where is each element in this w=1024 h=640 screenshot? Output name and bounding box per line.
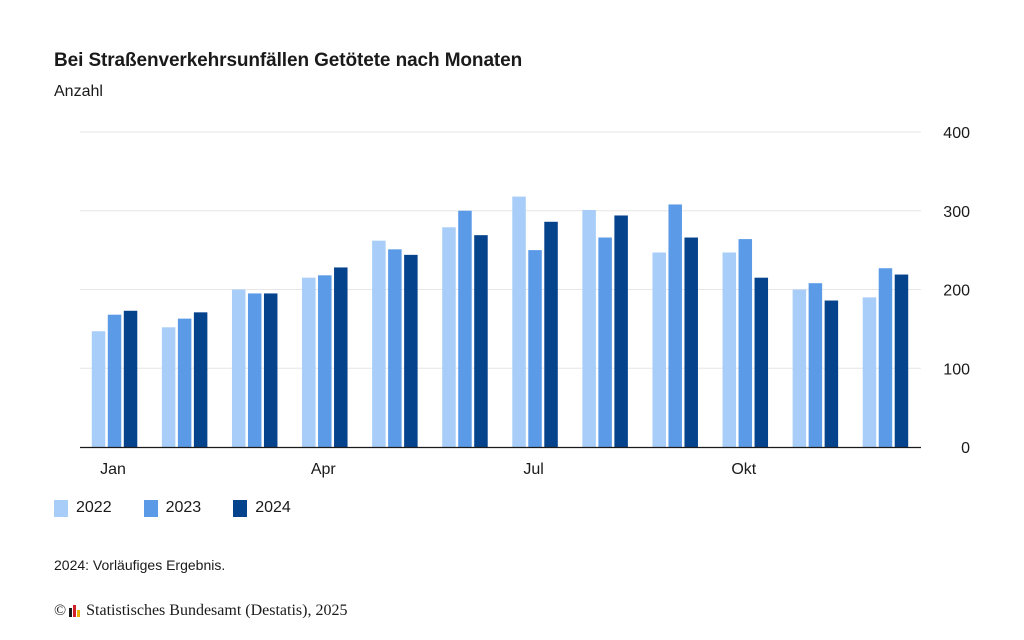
bar-2023-Okt[interactable]: [738, 239, 753, 447]
bar-2023-Apr[interactable]: [318, 275, 332, 447]
bar-2024-Apr[interactable]: [334, 267, 348, 447]
legend-swatch-2022: [54, 499, 68, 517]
bar-2023-Jan[interactable]: [107, 314, 122, 447]
legend-label-2023: 2023: [165, 499, 202, 516]
copyright-symbol: ©: [54, 602, 67, 619]
y-tick-label: 400: [943, 125, 970, 142]
bar-2022-Okt[interactable]: [722, 252, 737, 447]
bar-2022-Nov[interactable]: [792, 289, 807, 448]
chart-subtitle: Anzahl: [54, 83, 103, 100]
y-tick-label: 0: [961, 440, 970, 457]
bar-2024-Jan[interactable]: [123, 310, 138, 447]
bar-2022-Jun[interactable]: [442, 227, 456, 447]
bar-2023-Feb[interactable]: [177, 318, 192, 447]
legend-item-2023[interactable]: 2023: [143, 499, 202, 517]
bar-2024-Aug[interactable]: [614, 215, 628, 447]
bar-2023-Mai[interactable]: [388, 249, 402, 447]
destatis-logo-icon: [69, 605, 81, 617]
x-tick-label: Jan: [100, 461, 126, 478]
bar-2022-Mär[interactable]: [231, 289, 246, 448]
bar-2022-Feb[interactable]: [161, 327, 176, 447]
bar-2024-Mai[interactable]: [404, 254, 418, 447]
legend-swatch-2023: [143, 499, 158, 517]
copyright: © Statistisches Bundesamt (Destatis), 20…: [54, 602, 347, 620]
bar-2024-Feb[interactable]: [193, 312, 208, 447]
bar-2024-Sep[interactable]: [684, 237, 698, 447]
y-tick-label: 100: [943, 361, 970, 378]
bar-2024-Nov[interactable]: [824, 300, 839, 447]
legend-label-2024: 2024: [255, 499, 291, 516]
copyright-text: Statistisches Bundesamt (Destatis), 2025: [86, 602, 348, 619]
legend-swatch-2024: [233, 499, 248, 517]
legend-item-2024[interactable]: 2024: [233, 499, 291, 517]
bar-2023-Sep[interactable]: [668, 204, 682, 447]
bar-2023-Jul[interactable]: [528, 250, 542, 447]
bar-2022-Apr[interactable]: [302, 277, 316, 447]
bar-2022-Jul[interactable]: [512, 196, 526, 447]
bar-2022-Mai[interactable]: [372, 240, 386, 447]
bar-2022-Dez[interactable]: [862, 297, 877, 447]
legend-item-2022[interactable]: 2022: [54, 499, 112, 517]
bar-2022-Jan[interactable]: [91, 331, 106, 447]
legend-label-2022: 2022: [76, 499, 112, 516]
y-tick-label: 200: [943, 283, 970, 300]
footnote: 2024: Vorläufiges Ergebnis.: [54, 557, 226, 573]
bar-2024-Dez[interactable]: [894, 274, 909, 447]
bar-2023-Dez[interactable]: [878, 268, 893, 447]
x-tick-label: Jul: [523, 461, 543, 478]
bar-2023-Nov[interactable]: [808, 283, 823, 447]
bar-chart: 0 100 200 300 400 Jan Apr Jul Okt: [80, 125, 970, 478]
legend: 2022 2023 2024: [54, 499, 323, 517]
bar-2023-Mär[interactable]: [247, 293, 262, 447]
bar-2022-Aug[interactable]: [582, 209, 596, 447]
bar-2022-Sep[interactable]: [652, 252, 666, 447]
y-tick-label: 300: [943, 204, 970, 221]
bar-2024-Mär[interactable]: [263, 293, 278, 447]
bar-2023-Aug[interactable]: [598, 237, 612, 447]
x-tick-label: Apr: [311, 461, 337, 478]
bar-2023-Jun[interactable]: [458, 210, 472, 447]
chart-title: Bei Straßenverkehrsunfällen Getötete nac…: [54, 50, 523, 71]
x-tick-label: Okt: [731, 461, 756, 478]
bar-2024-Okt[interactable]: [754, 277, 769, 447]
bar-2024-Jul[interactable]: [544, 221, 558, 447]
bar-2024-Jun[interactable]: [474, 235, 488, 447]
